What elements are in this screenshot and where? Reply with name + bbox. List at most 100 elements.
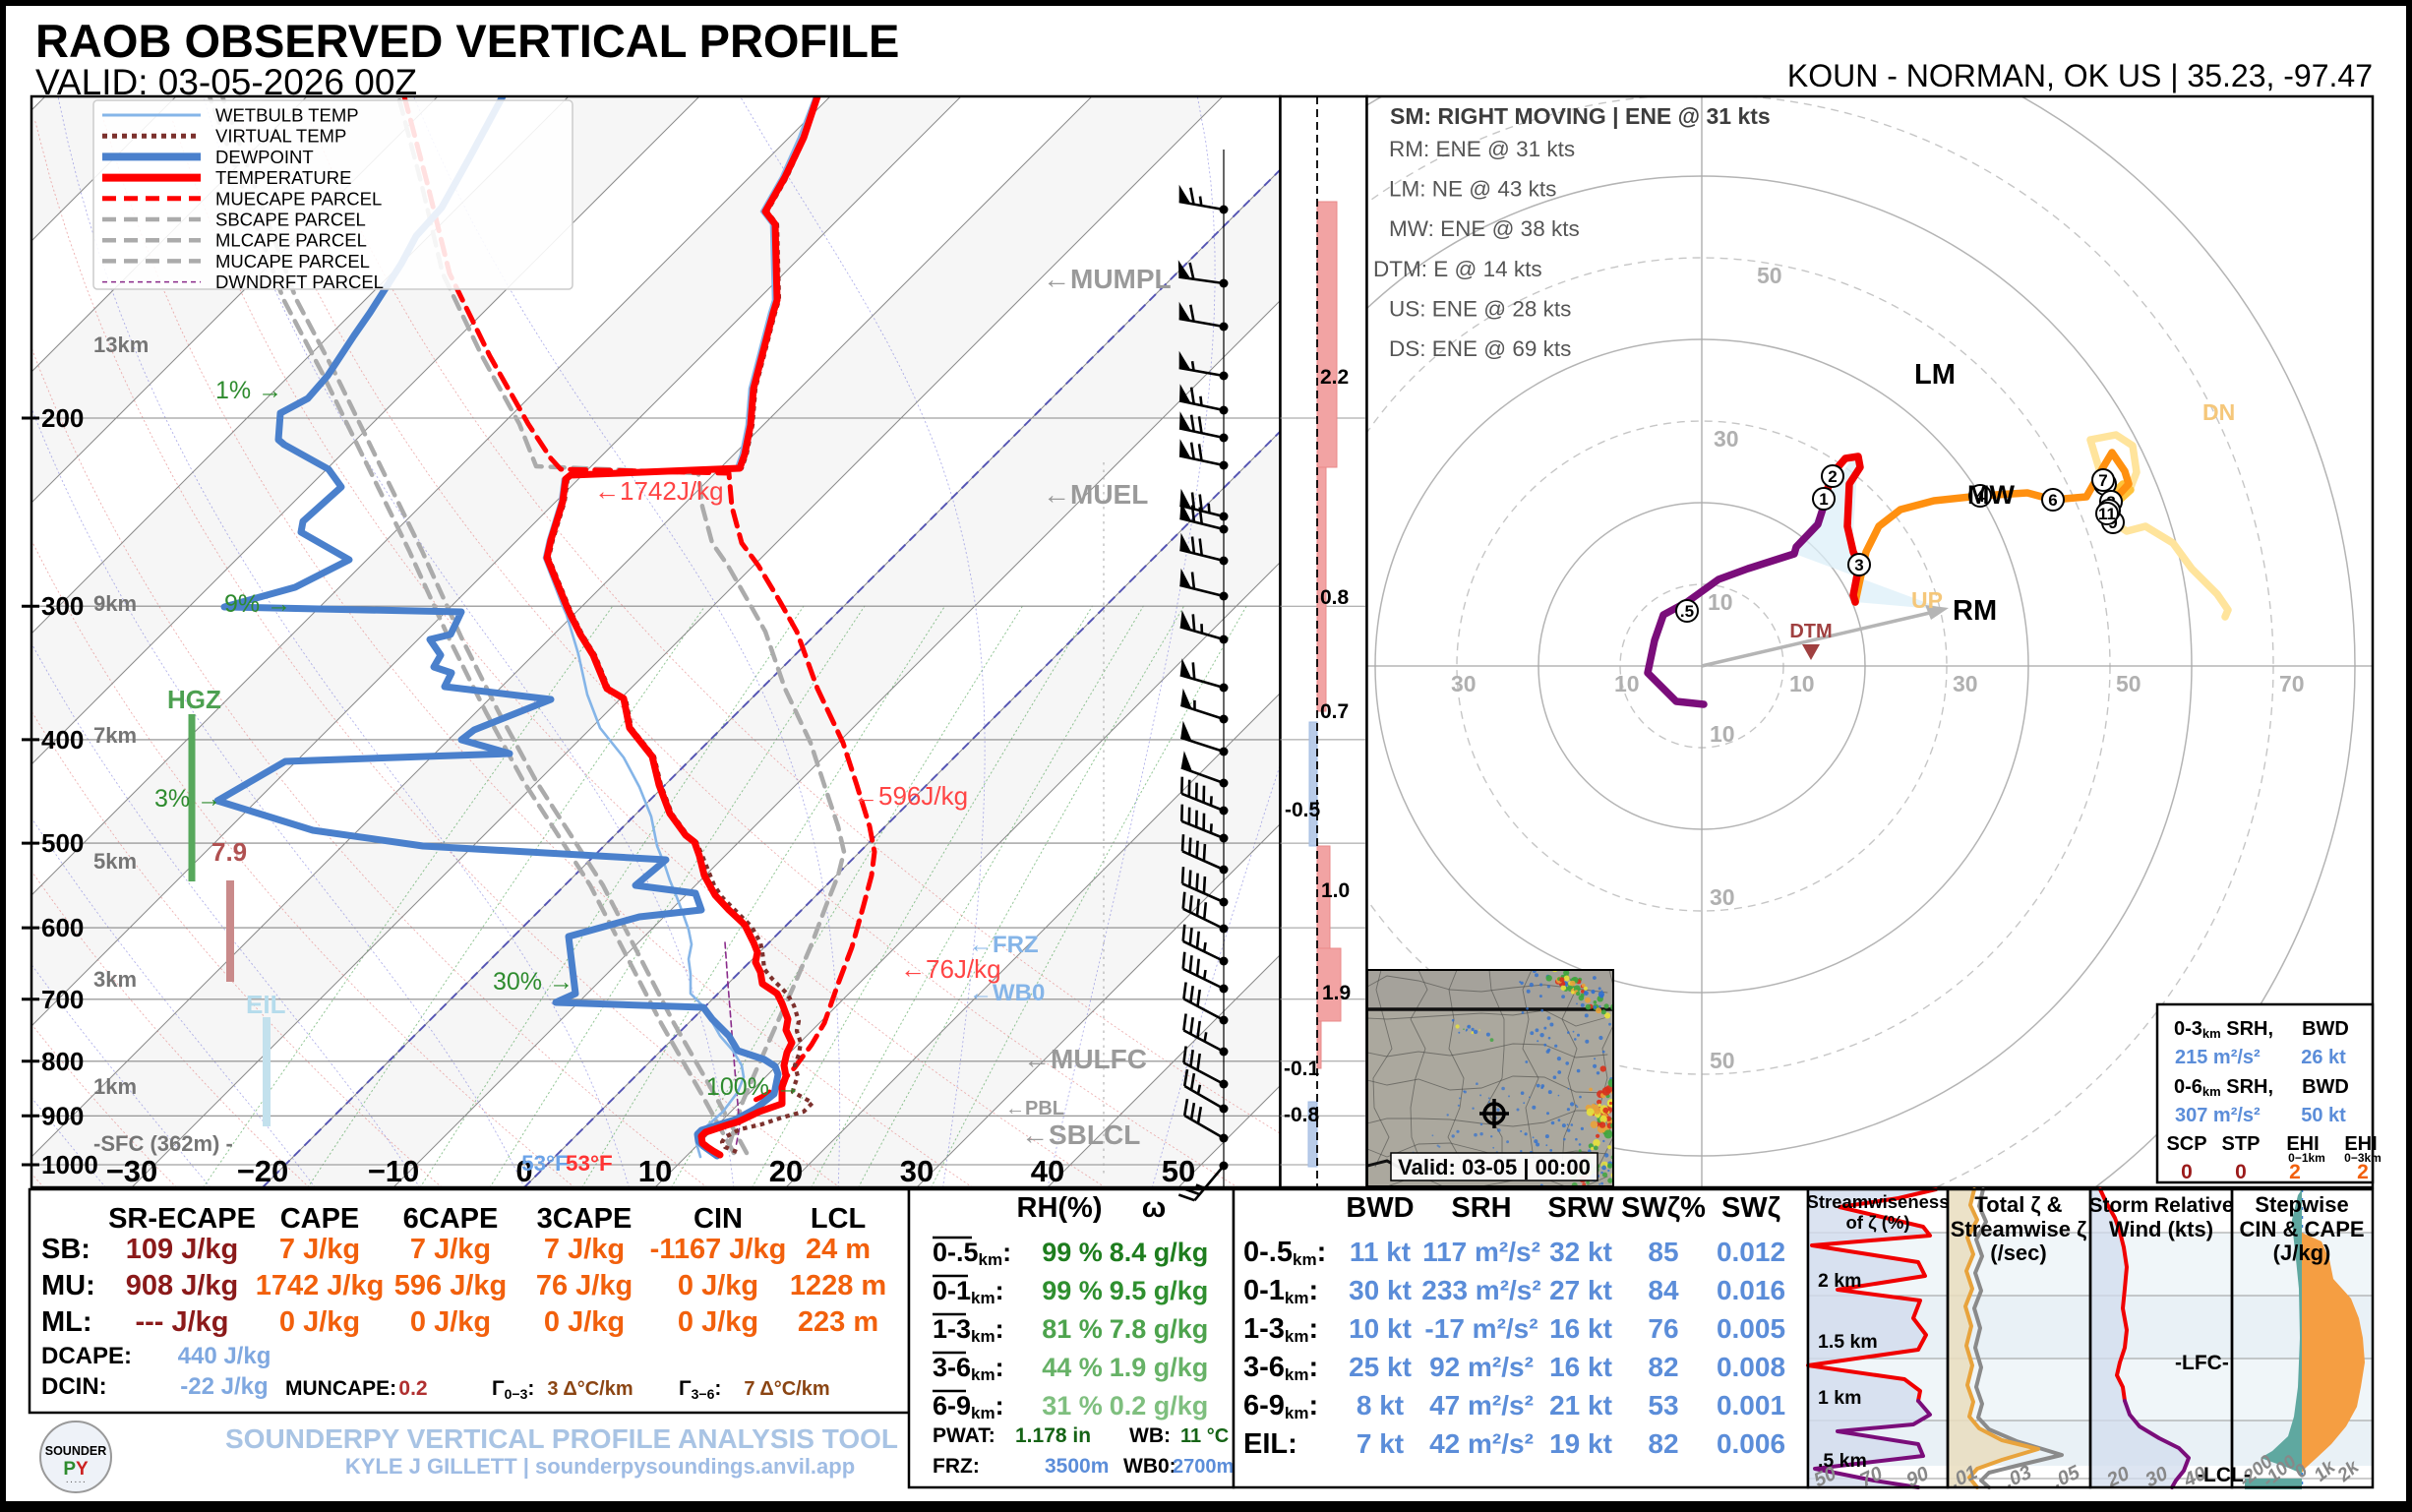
svg-text:1: 1 (1819, 490, 1828, 509)
svg-text:7 J/kg: 7 J/kg (544, 1234, 625, 1265)
svg-text:31 %: 31 % (1042, 1391, 1103, 1421)
svg-text:11: 11 (2098, 505, 2116, 523)
svg-text:42 m²/s²: 42 m²/s² (1429, 1428, 1534, 1459)
svg-text:100% →: 100% → (706, 1073, 801, 1101)
svg-text:30 kt: 30 kt (1349, 1275, 1412, 1305)
svg-text:200: 200 (41, 403, 84, 433)
svg-text:30: 30 (1714, 426, 1739, 452)
svg-text:US: ENE @ 28 kts: US: ENE @ 28 kts (1389, 296, 1571, 321)
svg-text:10 kt: 10 kt (1349, 1313, 1412, 1344)
svg-text:--- J/kg: --- J/kg (135, 1306, 228, 1338)
svg-text:2 km: 2 km (1818, 1270, 1861, 1292)
svg-text:-22 J/kg: -22 J/kg (180, 1373, 268, 1400)
svg-text:16 kt: 16 kt (1549, 1352, 1612, 1382)
svg-text:7 J/kg: 7 J/kg (279, 1234, 360, 1265)
svg-text:7 kt: 7 kt (1357, 1428, 1404, 1459)
svg-text:Valid: 03-05 | 00:00: Valid: 03-05 | 00:00 (1398, 1155, 1591, 1179)
svg-text:SOUNDERPY VERTICAL PROFILE ANA: SOUNDERPY VERTICAL PROFILE ANALYSIS TOOL (225, 1423, 898, 1454)
svg-text:-LFC-: -LFC- (2175, 1352, 2229, 1374)
svg-text:· · · · ·: · · · · · (66, 1480, 85, 1486)
svg-text:50: 50 (1710, 1048, 1735, 1073)
svg-text:MUNCAPE:: MUNCAPE: (285, 1377, 396, 1400)
svg-text:13km: 13km (93, 333, 149, 357)
svg-text:19 kt: 19 kt (1549, 1428, 1612, 1459)
svg-text:0.2 g/kg: 0.2 g/kg (1110, 1391, 1209, 1421)
svg-text:SB:: SB: (41, 1234, 90, 1265)
svg-text:MW: ENE @ 38 kts: MW: ENE @ 38 kts (1389, 216, 1580, 241)
svg-text:3CAPE: 3CAPE (537, 1203, 633, 1235)
svg-text:215 m²/s²: 215 m²/s² (2175, 1047, 2261, 1068)
svg-text:7.9: 7.9 (211, 837, 247, 867)
svg-text:Stepwise: Stepwise (2255, 1192, 2348, 1217)
svg-text:11 kt: 11 kt (1350, 1237, 1411, 1267)
svg-text:21 kt: 21 kt (1549, 1390, 1612, 1421)
svg-text:-SFC (362m) -: -SFC (362m) - (93, 1131, 233, 1156)
svg-text:2.2: 2.2 (1320, 366, 1349, 389)
svg-text:PY: PY (63, 1459, 89, 1480)
svg-text:0 J/kg: 0 J/kg (678, 1270, 758, 1301)
svg-text:76 J/kg: 76 J/kg (536, 1270, 633, 1301)
svg-text:6CAPE: 6CAPE (403, 1203, 499, 1235)
svg-text:53°F: 53°F (566, 1151, 613, 1176)
svg-text:30% →: 30% → (493, 968, 573, 996)
svg-text:0.016: 0.016 (1717, 1275, 1785, 1305)
svg-text:CIN & CAPE: CIN & CAPE (2239, 1217, 2364, 1241)
svg-text:1km: 1km (93, 1074, 137, 1099)
svg-text:2: 2 (2289, 1161, 2301, 1183)
svg-text:50: 50 (1757, 263, 1782, 288)
svg-text:233 m²/s²: 233 m²/s² (1421, 1275, 1540, 1305)
svg-text:1 km: 1 km (1818, 1387, 1861, 1409)
svg-text:UP: UP (1911, 587, 1943, 613)
svg-text:92 m²/s²: 92 m²/s² (1429, 1352, 1534, 1382)
svg-text:−20: −20 (237, 1154, 289, 1188)
svg-text:76: 76 (1648, 1313, 1678, 1344)
svg-text:24 m: 24 m (806, 1234, 871, 1265)
svg-text:908 J/kg: 908 J/kg (126, 1270, 238, 1301)
svg-text:1.9: 1.9 (1322, 982, 1351, 1004)
svg-text:MW: MW (1967, 480, 2015, 510)
svg-text:(J/kg): (J/kg) (2273, 1240, 2331, 1265)
svg-text:53: 53 (1648, 1390, 1678, 1421)
svg-text:VIRTUAL TEMP: VIRTUAL TEMP (215, 126, 346, 147)
svg-text:7 J/kg: 7 J/kg (410, 1234, 491, 1265)
svg-text:7.8 g/kg: 7.8 g/kg (1110, 1314, 1209, 1344)
svg-text:81 %: 81 % (1042, 1314, 1103, 1344)
svg-text:LM: LM (1914, 359, 1956, 391)
svg-text:25 kt: 25 kt (1349, 1352, 1412, 1382)
svg-text:RM: ENE @ 31 kts: RM: ENE @ 31 kts (1389, 137, 1575, 161)
svg-text:5km: 5km (93, 849, 137, 874)
svg-text:30: 30 (1953, 671, 1978, 696)
svg-text:10: 10 (1708, 589, 1733, 615)
svg-text:1000: 1000 (41, 1150, 98, 1179)
svg-text:8 kt: 8 kt (1357, 1390, 1404, 1421)
svg-text:KYLE J GILLETT | sounderpysoun: KYLE J GILLETT | sounderpysoundings.anvi… (345, 1454, 855, 1479)
svg-text:STP: STP (2222, 1133, 2261, 1155)
svg-text:9km: 9km (93, 591, 137, 616)
svg-text:Streamwise ζ: Streamwise ζ (1951, 1217, 2087, 1241)
svg-text:DWNDRFT PARCEL: DWNDRFT PARCEL (215, 272, 384, 292)
svg-text:8.4 g/kg: 8.4 g/kg (1110, 1238, 1209, 1267)
svg-text:DTM: DTM (1789, 621, 1832, 642)
svg-text:1.0: 1.0 (1321, 879, 1350, 902)
svg-text:-0.1: -0.1 (1284, 1058, 1320, 1080)
svg-text:ω: ω (1142, 1192, 1167, 1224)
svg-text:(/sec): (/sec) (1990, 1240, 2046, 1265)
svg-text:3km: 3km (93, 967, 137, 992)
svg-text:0 J/kg: 0 J/kg (678, 1306, 758, 1338)
svg-text:27 kt: 27 kt (1549, 1275, 1612, 1305)
svg-text:PWAT:: PWAT: (933, 1424, 995, 1447)
svg-text:←1742J/kg: ←1742J/kg (594, 476, 724, 506)
svg-text:of ζ (%): of ζ (%) (1845, 1212, 1909, 1234)
svg-text:223 m: 223 m (798, 1306, 878, 1338)
svg-text:WB:: WB: (1129, 1424, 1171, 1447)
svg-text:20: 20 (769, 1154, 803, 1188)
svg-text:MLCAPE PARCEL: MLCAPE PARCEL (215, 230, 367, 251)
svg-text:6: 6 (2048, 491, 2057, 510)
svg-text:30: 30 (900, 1154, 934, 1188)
svg-text:30: 30 (1710, 884, 1735, 910)
svg-text:32 kt: 32 kt (1549, 1237, 1612, 1267)
svg-text:10: 10 (638, 1154, 672, 1188)
svg-text:800: 800 (41, 1047, 84, 1076)
svg-text:0.012: 0.012 (1717, 1237, 1785, 1267)
svg-text:DS: ENE @ 69 kts: DS: ENE @ 69 kts (1389, 336, 1571, 361)
